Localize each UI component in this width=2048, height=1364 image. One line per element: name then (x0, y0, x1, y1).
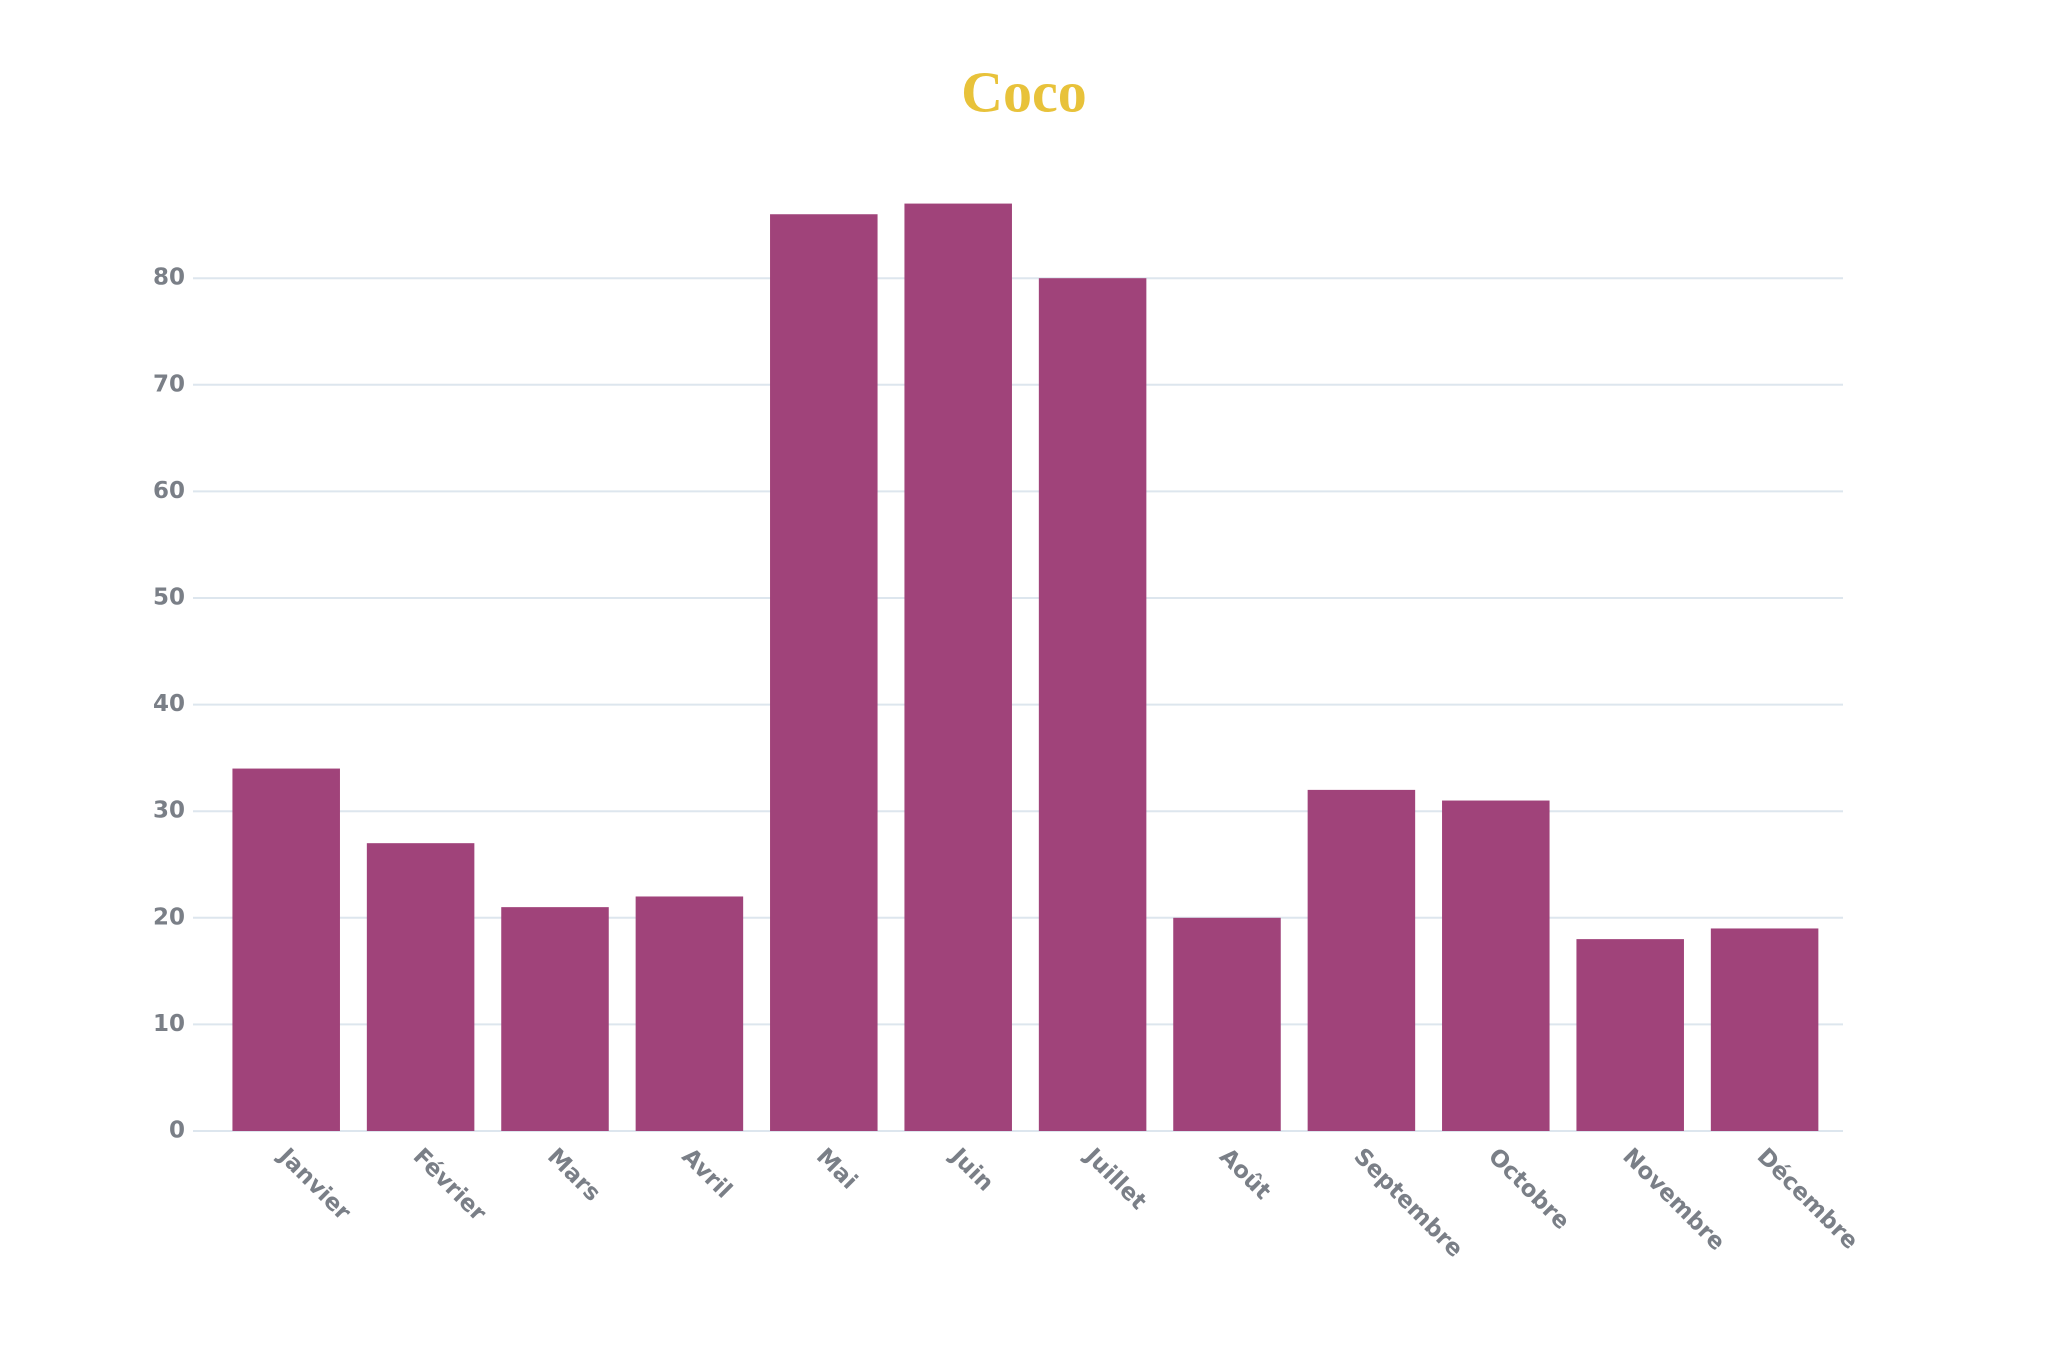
x-tick-label: Juillet (1078, 1142, 1151, 1215)
bar (501, 907, 609, 1131)
bar (770, 214, 878, 1132)
y-tick-label: 60 (153, 478, 185, 504)
bar (904, 203, 1012, 1131)
x-tick-label: Octobre (1483, 1143, 1574, 1234)
x-tick-label: Mai (811, 1143, 862, 1194)
x-tick-label: Septembre (1349, 1143, 1468, 1262)
bar (1038, 278, 1147, 1131)
y-tick-label: 50 (153, 585, 185, 611)
x-tick-label: Avril (677, 1143, 737, 1203)
chart-title: Coco (961, 59, 1087, 124)
bar (232, 768, 340, 1131)
y-tick-label: 20 (153, 904, 185, 930)
x-tick-label: Novembre (1617, 1143, 1729, 1255)
x-tick-label: Décembre (1752, 1143, 1863, 1254)
x-tick-label: Février (408, 1143, 492, 1227)
bar (1173, 917, 1281, 1131)
y-tick-label: 10 (153, 1011, 185, 1037)
bar (366, 843, 475, 1131)
y-tick-label: 70 (153, 371, 185, 397)
x-tick-label: Mars (542, 1143, 605, 1206)
x-tick-label: Janvier (272, 1142, 356, 1226)
x-tick-label: Août (1214, 1143, 1276, 1205)
bar (1710, 928, 1819, 1131)
y-tick-label: 0 (169, 1118, 185, 1144)
y-tick-label: 80 (153, 265, 185, 291)
bar (1307, 789, 1416, 1131)
bar (1576, 939, 1684, 1131)
bar (1442, 800, 1550, 1131)
y-tick-label: 40 (153, 691, 185, 717)
bar (635, 896, 744, 1131)
y-tick-label: 30 (153, 798, 185, 824)
x-tick-label: Juin (944, 1142, 999, 1197)
